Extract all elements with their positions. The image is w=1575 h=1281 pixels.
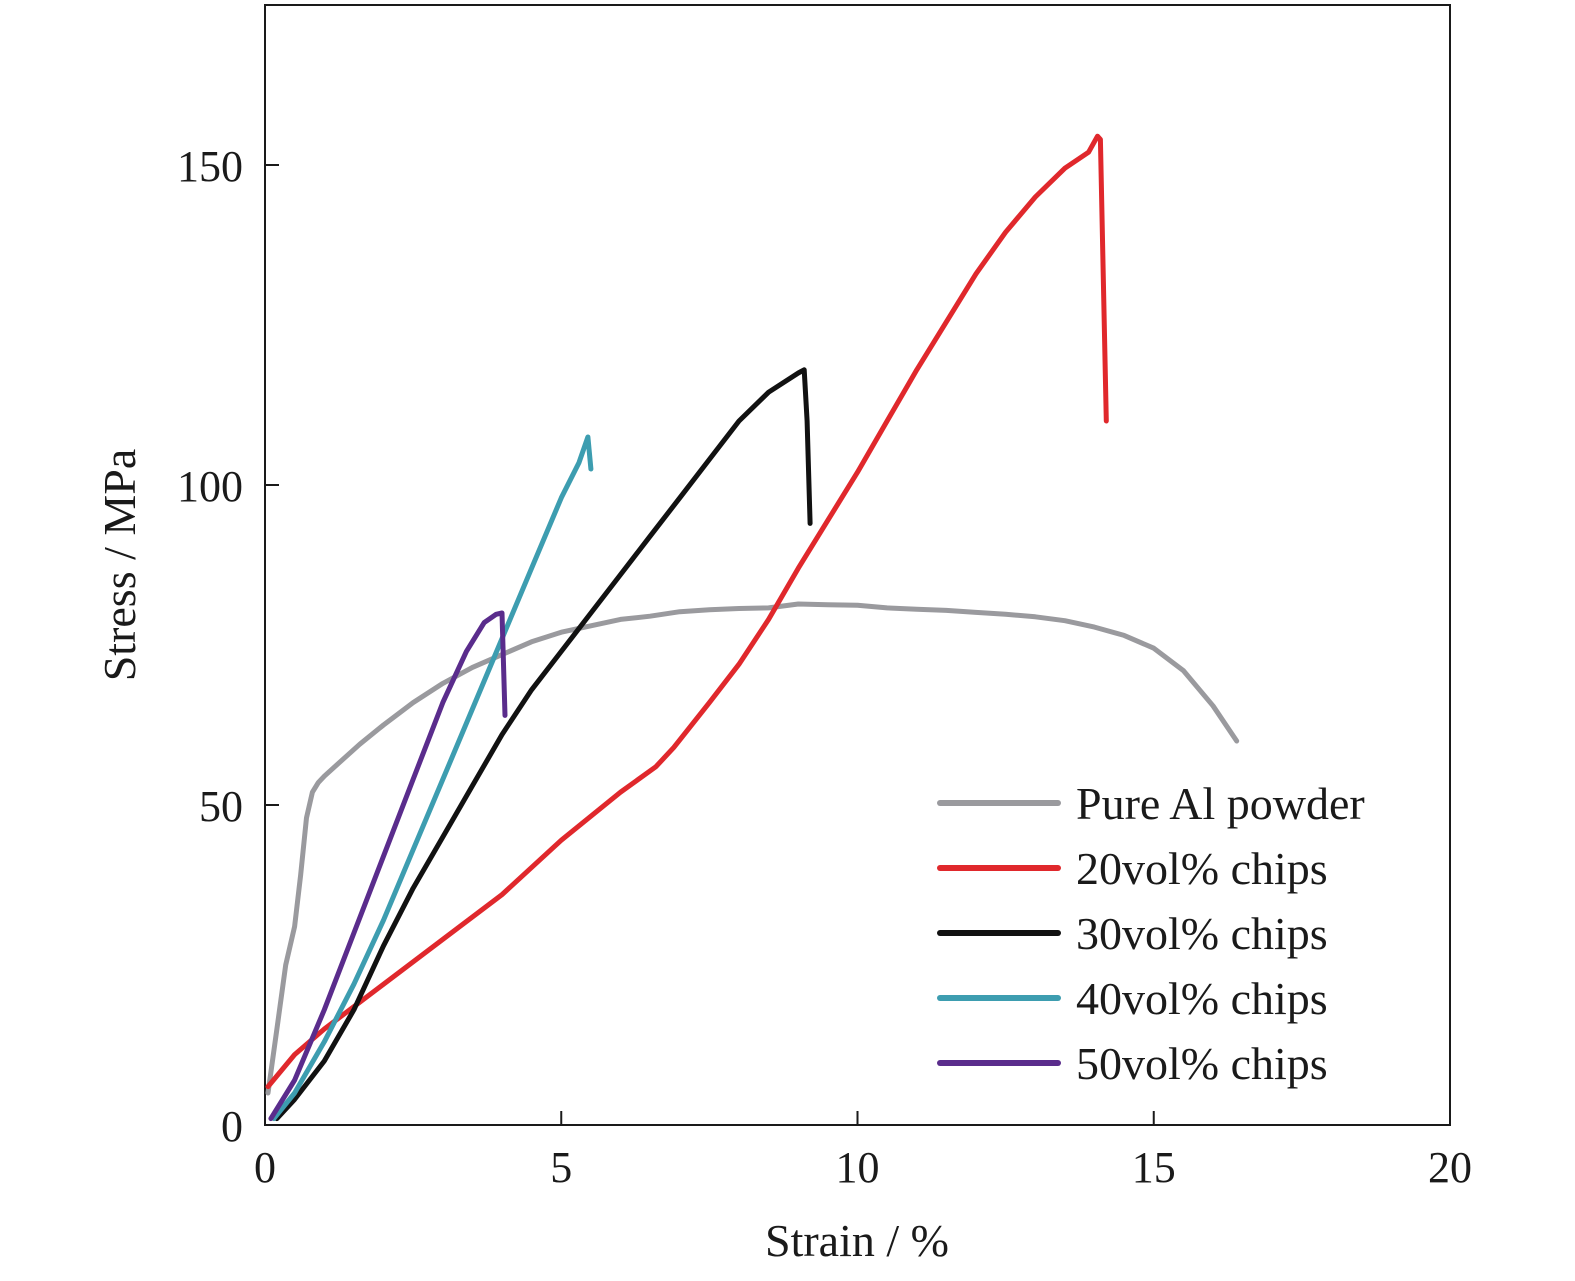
legend-label-2: 30vol% chips xyxy=(1076,908,1328,959)
x-tick-label: 10 xyxy=(836,1143,880,1192)
legend-label-3: 40vol% chips xyxy=(1076,973,1328,1024)
legend-label-4: 50vol% chips xyxy=(1076,1038,1328,1089)
x-tick-label: 15 xyxy=(1132,1143,1176,1192)
y-axis-label: Stress / MPa xyxy=(94,449,145,682)
x-axis-label: Strain / % xyxy=(765,1215,949,1266)
series-lines xyxy=(265,133,1240,1122)
y-tick-label: 100 xyxy=(177,462,243,511)
legend-label-1: 20vol% chips xyxy=(1076,843,1328,894)
series-line-3 xyxy=(271,434,594,1122)
y-tick-label: 50 xyxy=(199,782,243,831)
legend: Pure Al powder 20vol% chips 30vol% chips 40… xyxy=(937,778,1365,1089)
series-line-2 xyxy=(274,367,813,1122)
y-tick-label: 150 xyxy=(177,142,243,191)
series-line-1 xyxy=(265,133,1109,1090)
series-line-0 xyxy=(265,601,1240,1096)
axis-ticks: 0 5 10 15 20 0 50 100 150 xyxy=(177,142,1472,1192)
x-tick-label: 20 xyxy=(1428,1143,1472,1192)
series-line-4 xyxy=(268,610,508,1122)
y-tick-label: 0 xyxy=(221,1102,243,1151)
legend-label-0: Pure Al powder xyxy=(1076,778,1365,829)
x-tick-label: 5 xyxy=(550,1143,572,1192)
x-tick-label: 0 xyxy=(254,1143,276,1192)
